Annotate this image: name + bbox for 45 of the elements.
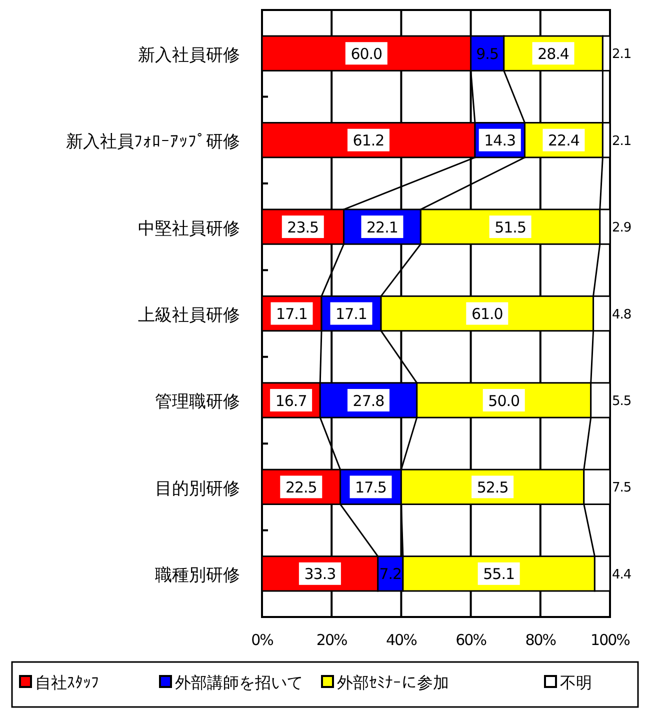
data-label: 17.5: [355, 478, 386, 496]
data-label: 52.5: [476, 478, 508, 496]
legend-label: 外部講師を招いて: [175, 673, 303, 692]
data-label: 28.4: [538, 44, 569, 63]
data-label: 17.1: [276, 305, 308, 324]
y-tick-label: 管理職研修: [155, 392, 240, 412]
data-label: 17.1: [336, 305, 367, 324]
legend-label: 自社ｽﾀｯﾌ: [35, 673, 99, 692]
legend-label: 外部ｾﾐﾅｰに参加: [337, 673, 449, 692]
data-label: 33.3: [304, 565, 336, 584]
y-tick-label: 目的別研修: [155, 478, 240, 499]
x-tick-label: 80%: [525, 631, 556, 649]
y-tick-label: 上級社員研修: [138, 306, 240, 326]
data-label: 22.1: [366, 218, 398, 236]
legend-label: 不明: [560, 673, 592, 692]
data-label: 16.7: [275, 392, 307, 410]
data-label: 14.3: [484, 132, 516, 150]
data-label: 51.5: [494, 218, 526, 236]
data-label: 55.1: [483, 565, 515, 584]
data-label: 61.0: [471, 305, 503, 324]
data-label: 7.2: [379, 565, 402, 584]
data-label: 7.5: [612, 480, 632, 496]
y-tick-label: 新入社員研修: [138, 45, 240, 66]
data-label: 61.2: [352, 132, 384, 150]
data-label: 9.5: [476, 44, 499, 63]
data-label: 27.8: [352, 392, 384, 410]
data-label: 2.9: [612, 220, 632, 236]
data-label: 5.5: [612, 394, 632, 410]
data-label: 23.5: [287, 218, 319, 236]
data-label: 2.1: [612, 134, 632, 149]
y-tick-label: 職種別研修: [155, 566, 240, 586]
y-tick-label: 中堅社員研修: [138, 218, 240, 239]
x-tick-label: 0%: [251, 631, 274, 649]
data-label: 4.4: [612, 567, 632, 582]
data-label: 22.4: [548, 132, 580, 150]
x-tick-label: 100%: [590, 631, 630, 649]
x-tick-label: 40%: [386, 631, 418, 649]
y-tick-label: 新入社員ﾌｫﾛｰｱｯﾌﾟ研修: [66, 132, 240, 152]
data-label: 60.0: [350, 44, 382, 63]
data-label: 50.0: [488, 392, 520, 410]
x-tick-label: 20%: [316, 631, 348, 649]
data-label: 22.5: [285, 478, 317, 496]
x-tick-label: 60%: [456, 631, 487, 649]
data-label: 2.1: [612, 47, 632, 62]
data-label: 4.8: [612, 307, 632, 322]
